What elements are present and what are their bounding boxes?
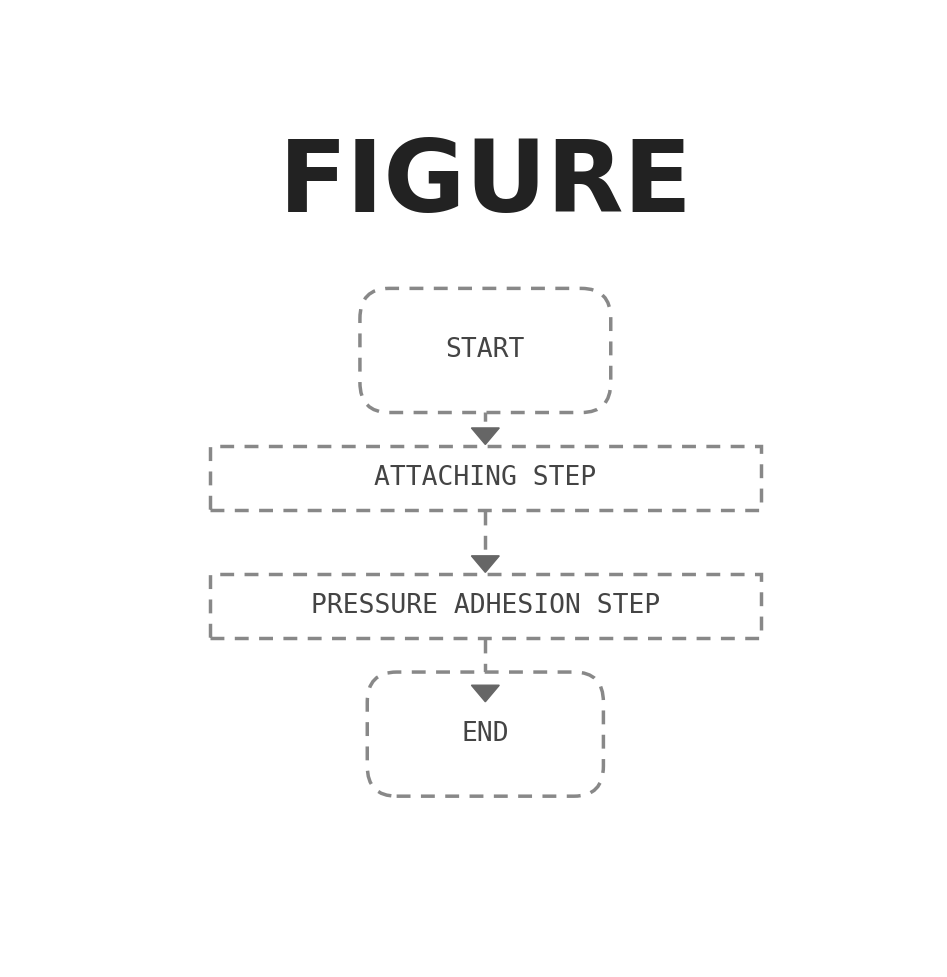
FancyBboxPatch shape xyxy=(210,446,760,510)
FancyArrow shape xyxy=(472,685,499,701)
FancyArrow shape xyxy=(472,556,499,573)
Text: ATTACHING STEP: ATTACHING STEP xyxy=(374,465,597,491)
FancyBboxPatch shape xyxy=(367,672,603,796)
Text: PRESSURE ADHESION STEP: PRESSURE ADHESION STEP xyxy=(311,593,660,619)
Text: START: START xyxy=(446,337,525,363)
FancyArrow shape xyxy=(472,428,499,445)
Text: FIGURE: FIGURE xyxy=(278,137,692,234)
FancyBboxPatch shape xyxy=(360,288,611,412)
Text: END: END xyxy=(461,721,509,747)
FancyBboxPatch shape xyxy=(210,574,760,638)
